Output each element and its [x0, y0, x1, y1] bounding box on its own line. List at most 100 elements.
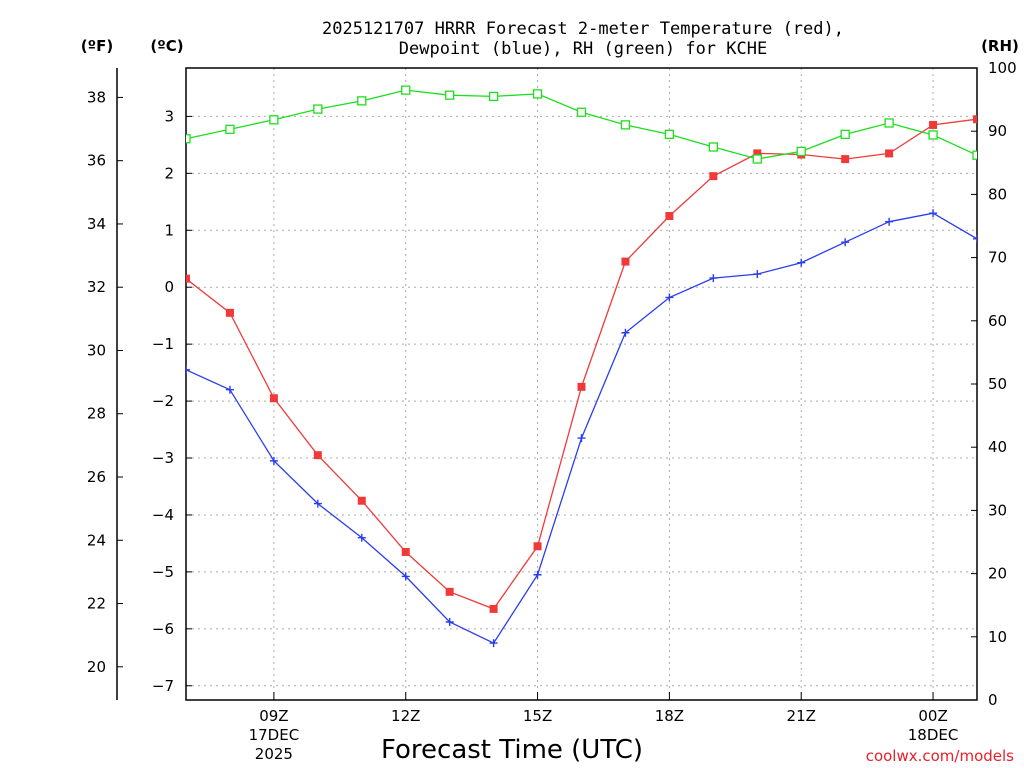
x-tick-year: 2025	[255, 745, 293, 763]
x-tick-label: 15Z	[523, 707, 552, 725]
temperature-point	[665, 212, 674, 221]
dewpoint-point	[841, 238, 850, 247]
rh-series	[186, 85, 977, 164]
axes: 20222426283032343638−7−6−5−4−3−2−1012301…	[87, 59, 1017, 763]
dewpoint-point	[929, 209, 938, 218]
temperature-point	[313, 451, 322, 460]
temperature-line	[186, 118, 977, 610]
fahrenheit-tick-label: 32	[87, 278, 106, 296]
temperature-point	[753, 149, 762, 158]
rh-point	[532, 89, 543, 99]
fahrenheit-tick-label: 22	[87, 595, 106, 613]
x-tick-label: 12Z	[391, 707, 420, 725]
rh-point	[186, 134, 191, 144]
dewpoint-point	[973, 234, 977, 243]
x-tick-label: 21Z	[787, 707, 816, 725]
celsius-tick-label: −6	[152, 620, 174, 638]
temperature-point	[401, 547, 410, 556]
x-axis-label: Forecast Time (UTC)	[381, 735, 643, 765]
fahrenheit-tick-label: 36	[87, 152, 106, 170]
rh-point	[840, 129, 850, 140]
temperature-series	[186, 115, 977, 613]
fahrenheit-tick-label: 24	[87, 531, 106, 549]
fahrenheit-tick-label: 20	[87, 658, 106, 676]
celsius-tick-label: 2	[164, 164, 174, 182]
x-tick-date: 18DEC	[908, 726, 959, 744]
fahrenheit-tick-label: 38	[87, 88, 106, 106]
dewpoint-point	[797, 258, 806, 267]
rh-tick-label: 10	[988, 628, 1007, 646]
x-tick-label: 18Z	[655, 707, 684, 725]
rh-tick-label: 20	[988, 565, 1007, 583]
temperature-point	[841, 155, 850, 164]
rh-line	[186, 89, 977, 160]
dewpoint-point	[665, 293, 674, 302]
rh-point	[796, 146, 806, 157]
chart-title-line2: Dewpoint (blue), RH (green) for KCHE	[399, 39, 767, 59]
temperature-point	[709, 172, 718, 181]
temperature-point	[929, 120, 938, 129]
temperature-point	[577, 382, 586, 391]
fahrenheit-tick-label: 30	[87, 341, 106, 359]
celsius-tick-label: 1	[164, 221, 174, 239]
rh-point	[620, 120, 631, 130]
rh-point	[752, 154, 762, 164]
temperature-point	[621, 257, 630, 266]
rh-point	[664, 129, 675, 140]
temperature-point	[489, 604, 498, 613]
temperature-point	[973, 115, 977, 124]
rh-point	[445, 90, 455, 100]
dewpoint-point	[753, 270, 762, 279]
celsius-tick-label: −2	[152, 392, 174, 410]
dewpoint-point	[313, 499, 322, 508]
dewpoint-point	[885, 217, 894, 226]
dewpoint-point	[357, 533, 366, 542]
rh-axis-unit: (RH)	[981, 37, 1019, 55]
rh-point	[357, 96, 367, 106]
chart-title-line1: 2025121707 HRRR Forecast 2-meter Tempera…	[322, 19, 844, 39]
rh-point	[313, 104, 323, 114]
celsius-axis-unit: (ºC)	[150, 37, 183, 55]
temperature-point	[186, 274, 190, 283]
rh-tick-label: 90	[988, 122, 1007, 140]
celsius-tick-label: 0	[164, 278, 174, 296]
dewpoint-point	[445, 617, 454, 626]
credit-text: coolwx.com/models	[866, 747, 1014, 765]
data-series	[186, 85, 977, 648]
rh-tick-label: 60	[988, 312, 1007, 330]
celsius-tick-label: −5	[152, 563, 174, 581]
dewpoint-point	[401, 572, 410, 581]
dewpoint-point	[709, 274, 718, 283]
x-tick-label: 09Z	[259, 707, 288, 725]
dewpoint-point	[186, 365, 190, 374]
rh-point	[576, 107, 587, 117]
rh-point	[269, 115, 279, 125]
rh-point	[972, 150, 977, 160]
dewpoint-point	[621, 328, 630, 337]
rh-point	[928, 130, 938, 140]
temperature-point	[225, 308, 234, 317]
temperature-point	[269, 394, 278, 403]
dewpoint-point	[225, 385, 234, 394]
dewpoint-point	[533, 570, 542, 579]
rh-point	[884, 118, 894, 128]
fahrenheit-tick-label: 28	[87, 405, 106, 423]
celsius-tick-label: −4	[152, 506, 174, 524]
x-tick-date: 17DEC	[249, 726, 300, 744]
temperature-point	[885, 149, 894, 158]
dewpoint-point	[489, 639, 498, 648]
dewpoint-line	[186, 212, 977, 644]
temperature-point	[533, 542, 542, 551]
temperature-point	[357, 496, 366, 505]
dewpoint-point	[269, 456, 278, 465]
rh-tick-label: 50	[988, 375, 1007, 393]
rh-point	[488, 91, 499, 102]
x-tick-label: 00Z	[918, 707, 947, 725]
rh-tick-label: 30	[988, 501, 1007, 519]
fahrenheit-axis-unit: (ºF)	[81, 37, 113, 55]
temperature-point	[445, 587, 454, 596]
rh-tick-label: 100	[988, 59, 1017, 77]
fahrenheit-tick-label: 34	[87, 215, 106, 233]
celsius-tick-label: 3	[164, 107, 174, 125]
